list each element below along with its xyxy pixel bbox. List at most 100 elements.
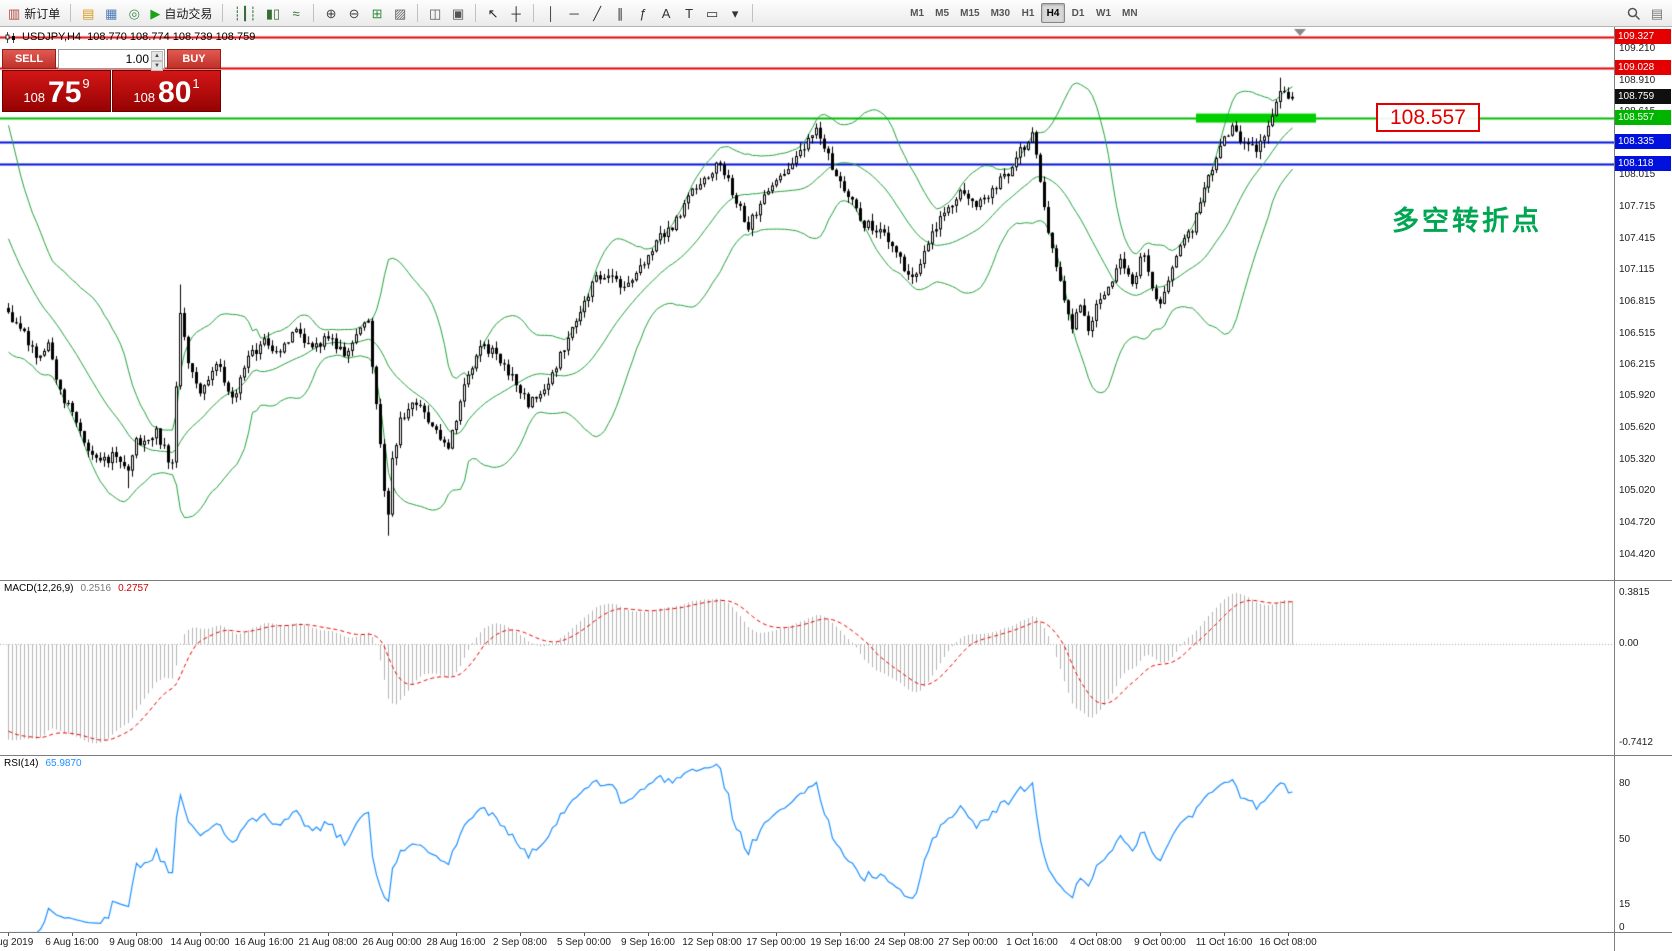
price-chart-canvas[interactable] (0, 27, 1614, 580)
time-axis-label: 6 Aug 16:00 (45, 937, 99, 948)
crosshair-icon: ┼ (511, 5, 521, 21)
time-axis-tick (1224, 933, 1225, 936)
timeframe-m1-button[interactable]: M1 (910, 7, 925, 19)
toolbar-separator (417, 4, 419, 22)
timeframe-m15-button[interactable]: M15 (960, 7, 980, 19)
ask-whole: 108 (133, 90, 156, 105)
price-tag: 108.335 (1615, 133, 1671, 149)
macd-axis[interactable]: 0.3815 0.00 -0.7412 (1615, 580, 1672, 755)
price-axis-label: 107.415 (1619, 232, 1656, 244)
crosshair-button[interactable]: ┼ (505, 2, 527, 24)
sell-button[interactable]: SELL (2, 49, 56, 69)
volume-box: ▲ ▼ (58, 49, 165, 71)
chart-profile-button[interactable]: ▤ (1646, 2, 1668, 24)
time-axis-tick (264, 933, 265, 936)
new-order-button[interactable]: ▥ 新订单 (4, 2, 64, 24)
time-axis-label: 28 Aug 16:00 (426, 937, 486, 948)
price-axis-label: 105.320 (1619, 453, 1656, 465)
channel-icon: ∥ (616, 5, 624, 21)
time-axis-label: 17 Sep 00:00 (746, 937, 806, 948)
main-price-axis[interactable]: 109.210108.910108.615108.015107.715107.4… (1615, 27, 1672, 580)
cursor-button[interactable]: ↖ (482, 2, 504, 24)
price-axis-label: 108.015 (1619, 169, 1656, 181)
horizontal-line-button[interactable]: ─ (563, 2, 585, 24)
fibonacci-button[interactable]: ƒ (632, 2, 654, 24)
trendline-button[interactable]: ╱ (586, 2, 608, 24)
time-axis-tick (648, 933, 649, 936)
rsi-axis[interactable]: 80 50 15 0 (1615, 755, 1672, 932)
timeframe-w1-button[interactable]: W1 (1096, 7, 1112, 19)
profiles-button[interactable]: ▤ (77, 2, 99, 24)
axis-corner (1615, 932, 1672, 951)
macd-signal-value: 0.2757 (118, 583, 149, 594)
time-axis-tick (1096, 933, 1097, 936)
macd-axis-label: -0.7412 (1619, 737, 1653, 749)
main-chart-panel: USDJPY,H4 108.770 108.774 108.739 108.75… (0, 27, 1614, 580)
buy-button[interactable]: BUY (167, 49, 221, 69)
charts-button[interactable]: ▦ (100, 2, 122, 24)
time-axis-label: 16 Oct 08:00 (1259, 937, 1317, 948)
timeframe-mn-button[interactable]: MN (1122, 7, 1138, 19)
volume-input[interactable] (59, 50, 164, 68)
more-tools-button[interactable]: ▾ (724, 2, 746, 24)
toolbar-separator (752, 4, 754, 22)
chart-column: USDJPY,H4 108.770 108.774 108.739 108.75… (0, 27, 1614, 951)
time-axis-tick (1288, 933, 1289, 936)
rsi-panel: RSI(14) 65.9870 (0, 755, 1614, 932)
time-axis-label: 26 Aug 00:00 (362, 937, 422, 948)
time-axis-tick (200, 933, 201, 936)
quote-header: USDJPY,H4 108.770 108.774 108.739 108.75… (5, 31, 255, 43)
text-icon: A (661, 5, 671, 21)
timeframe-h4-button[interactable]: H4 (1041, 3, 1066, 23)
bar-chart-button[interactable]: ┊┃┊ (229, 2, 260, 24)
navigator-button[interactable]: ◎ (123, 2, 145, 24)
zoom-in-button[interactable]: ⊕ (320, 2, 342, 24)
zoom-out-button[interactable]: ⊖ (343, 2, 365, 24)
rsi-canvas[interactable] (0, 756, 1614, 932)
macd-main-value: 0.2516 (80, 583, 112, 594)
timeframe-h1-button[interactable]: H1 (1021, 7, 1035, 19)
indicators-button[interactable]: ▨ (389, 2, 411, 24)
shapes-button[interactable]: ▭ (701, 2, 723, 24)
volume-stepper[interactable]: ▲ ▼ (151, 51, 163, 71)
autotrading-button[interactable]: ▶ 自动交易 (146, 2, 216, 24)
macd-canvas[interactable] (0, 581, 1614, 755)
vertical-line-button[interactable]: │ (540, 2, 562, 24)
candlestick-chart-button[interactable]: ▮▯ (262, 2, 284, 24)
grid-button[interactable]: ⊞ (366, 2, 388, 24)
time-axis-tick (1160, 933, 1161, 936)
bid-price-button[interactable]: 108 75 9 (2, 70, 111, 112)
price-callout[interactable]: 108.557 (1376, 103, 1480, 132)
time-axis-label: 1 Aug 2019 (0, 937, 34, 948)
time-axis[interactable]: 1 Aug 2019 6 Aug 16:00 9 Aug 08:00 14 Aug 0… (0, 932, 1614, 951)
toolbar-separator (475, 4, 477, 22)
cn-annotation[interactable]: 多空转折点 (1392, 206, 1542, 236)
ask-point: 1 (192, 76, 200, 91)
fibonacci-icon: ƒ (639, 5, 647, 21)
autotrading-button-label: 自动交易 (164, 6, 213, 21)
ask-price-button[interactable]: 108 80 1 (112, 70, 221, 112)
rsi-axis-label: 80 (1619, 777, 1631, 789)
channel-button[interactable]: ∥ (609, 2, 631, 24)
time-axis-label: 2 Sep 08:00 (493, 937, 547, 948)
volume-down-icon[interactable]: ▼ (151, 61, 163, 71)
timeframe-m30-button[interactable]: M30 (990, 7, 1011, 19)
price-tag: 109.028 (1615, 60, 1671, 76)
cascade-windows-button[interactable]: ▣ (447, 2, 469, 24)
search-button[interactable] (1622, 2, 1645, 24)
price-axis-label: 106.515 (1619, 327, 1656, 339)
line-chart-button[interactable]: ≈ (285, 2, 307, 24)
price-axis-label: 105.020 (1619, 485, 1656, 497)
window-icon: ▤ (1650, 5, 1664, 21)
time-axis-label: 19 Sep 16:00 (810, 937, 870, 948)
timeframe-m5-button[interactable]: M5 (935, 7, 950, 19)
arrows-button[interactable]: T (678, 2, 700, 24)
text-button[interactable]: A (655, 2, 677, 24)
price-axis-label: 108.910 (1619, 74, 1656, 86)
timeframe-d1-button[interactable]: D1 (1071, 7, 1085, 19)
tile-windows-button[interactable]: ◫ (424, 2, 446, 24)
toolbar-separator (533, 4, 535, 22)
volume-up-icon[interactable]: ▲ (151, 51, 163, 61)
price-axis-label: 104.720 (1619, 517, 1656, 528)
